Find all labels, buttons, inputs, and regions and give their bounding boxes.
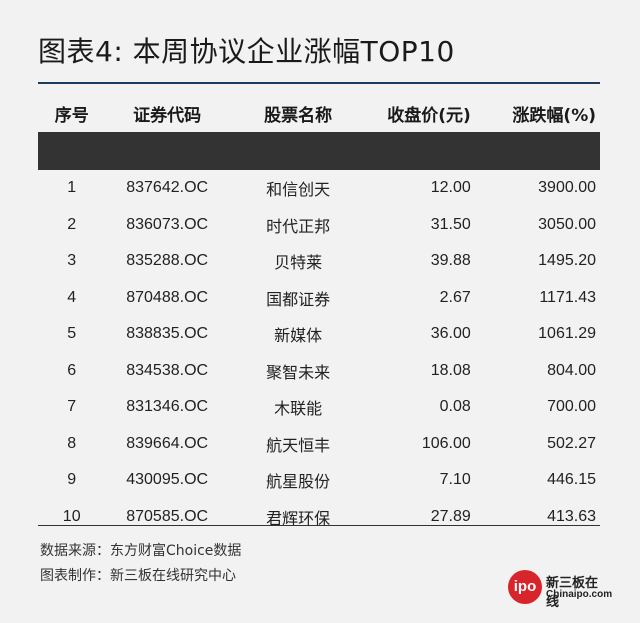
cell-index: 10 bbox=[62, 507, 81, 525]
header-change: 涨跌幅(%) bbox=[512, 105, 596, 126]
cell-change: 1061.29 bbox=[538, 325, 596, 343]
cell-index: 6 bbox=[67, 361, 77, 379]
cell-price: 12.00 bbox=[430, 179, 471, 197]
logo-badge-icon: ipo bbox=[508, 570, 542, 604]
top-rule bbox=[38, 82, 600, 84]
cell-index: 1 bbox=[67, 179, 77, 197]
chart-title: 图表4: 本周协议企业涨幅TOP10 bbox=[38, 35, 455, 68]
cell-index: 4 bbox=[67, 288, 77, 306]
brand-logo: ipo 新三板在线 Chinaipo.com bbox=[508, 570, 612, 610]
table-row: 7 831346.OC 木联能 0.08 700.00 bbox=[38, 389, 600, 426]
cell-price: 7.10 bbox=[439, 471, 471, 489]
table-row: 1 837642.OC 和信创天 12.00 3900.00 bbox=[38, 170, 600, 207]
cell-name: 时代正邦 bbox=[266, 216, 331, 236]
cell-change: 413.63 bbox=[547, 507, 596, 525]
data-table: 序号 证券代码 股票名称 收盘价(元) 涨跌幅(%) 1 837642.OC 和信创… bbox=[38, 94, 600, 535]
cell-name: 君辉环保 bbox=[266, 508, 331, 528]
cell-change: 700.00 bbox=[547, 398, 596, 416]
cell-price: 36.00 bbox=[430, 325, 471, 343]
bottom-rule bbox=[38, 525, 600, 526]
cell-price: 39.88 bbox=[430, 252, 471, 270]
table-row: 9 430095.OC 航星股份 7.10 446.15 bbox=[38, 462, 600, 499]
cell-code: 870488.OC bbox=[126, 288, 209, 306]
header-divider bbox=[38, 132, 600, 170]
cell-name: 和信创天 bbox=[266, 180, 331, 200]
cell-name: 国都证券 bbox=[266, 289, 331, 309]
cell-code: 837642.OC bbox=[126, 179, 209, 197]
cell-index: 2 bbox=[67, 215, 77, 233]
cell-change: 446.15 bbox=[547, 471, 596, 489]
cell-code: 870585.OC bbox=[126, 507, 209, 525]
table-header-row: 序号 证券代码 股票名称 收盘价(元) 涨跌幅(%) bbox=[38, 94, 600, 132]
cell-name: 贝特莱 bbox=[274, 253, 323, 273]
cell-name: 航天恒丰 bbox=[266, 435, 331, 455]
cell-change: 3050.00 bbox=[538, 215, 596, 233]
footer-maker: 图表制作：新三板在线研究中心 bbox=[40, 568, 236, 584]
header-name: 股票名称 bbox=[264, 105, 333, 126]
cell-code: 839664.OC bbox=[126, 434, 209, 452]
table-row: 8 839664.OC 航天恒丰 106.00 502.27 bbox=[38, 426, 600, 463]
cell-index: 9 bbox=[67, 471, 77, 489]
cell-index: 8 bbox=[67, 434, 77, 452]
header-price: 收盘价(元) bbox=[387, 105, 471, 126]
cell-price: 2.67 bbox=[439, 288, 471, 306]
cell-price: 0.08 bbox=[439, 398, 471, 416]
cell-change: 3900.00 bbox=[538, 179, 596, 197]
cell-name: 聚智未来 bbox=[266, 362, 331, 382]
header-code: 证券代码 bbox=[133, 105, 202, 126]
cell-code: 831346.OC bbox=[126, 398, 209, 416]
cell-index: 7 bbox=[67, 398, 77, 416]
logo-name-en: Chinaipo.com bbox=[546, 589, 613, 600]
cell-change: 1171.43 bbox=[539, 288, 596, 306]
table-row: 2 836073.OC 时代正邦 31.50 3050.00 bbox=[38, 207, 600, 244]
cell-name: 木联能 bbox=[274, 399, 323, 419]
table-row: 4 870488.OC 国都证券 2.67 1171.43 bbox=[38, 280, 600, 317]
cell-code: 834538.OC bbox=[126, 361, 209, 379]
cell-code: 430095.OC bbox=[126, 471, 209, 489]
table-row: 3 835288.OC 贝特莱 39.88 1495.20 bbox=[38, 243, 600, 280]
table-row: 5 838835.OC 新媒体 36.00 1061.29 bbox=[38, 316, 600, 353]
cell-change: 502.27 bbox=[547, 434, 596, 452]
cell-price: 27.89 bbox=[430, 507, 471, 525]
header-index: 序号 bbox=[54, 105, 89, 126]
cell-change: 1495.20 bbox=[538, 252, 596, 270]
cell-price: 31.50 bbox=[430, 215, 471, 233]
cell-code: 835288.OC bbox=[126, 252, 209, 270]
cell-code: 836073.OC bbox=[126, 215, 209, 233]
table-row: 10 870585.OC 君辉环保 27.89 413.63 bbox=[38, 499, 600, 536]
cell-change: 804.00 bbox=[547, 361, 596, 379]
cell-price: 106.00 bbox=[421, 434, 471, 452]
logo-name-cn: 新三板在线 bbox=[546, 576, 599, 610]
cell-code: 838835.OC bbox=[126, 325, 209, 343]
table-row: 6 834538.OC 聚智未来 18.08 804.00 bbox=[38, 353, 600, 390]
cell-price: 18.08 bbox=[430, 361, 471, 379]
cell-name: 航星股份 bbox=[266, 472, 331, 492]
cell-index: 3 bbox=[67, 252, 77, 270]
footer-source: 数据来源：东方财富Choice数据 bbox=[40, 543, 242, 559]
cell-name: 新媒体 bbox=[274, 326, 323, 346]
cell-index: 5 bbox=[67, 325, 77, 343]
